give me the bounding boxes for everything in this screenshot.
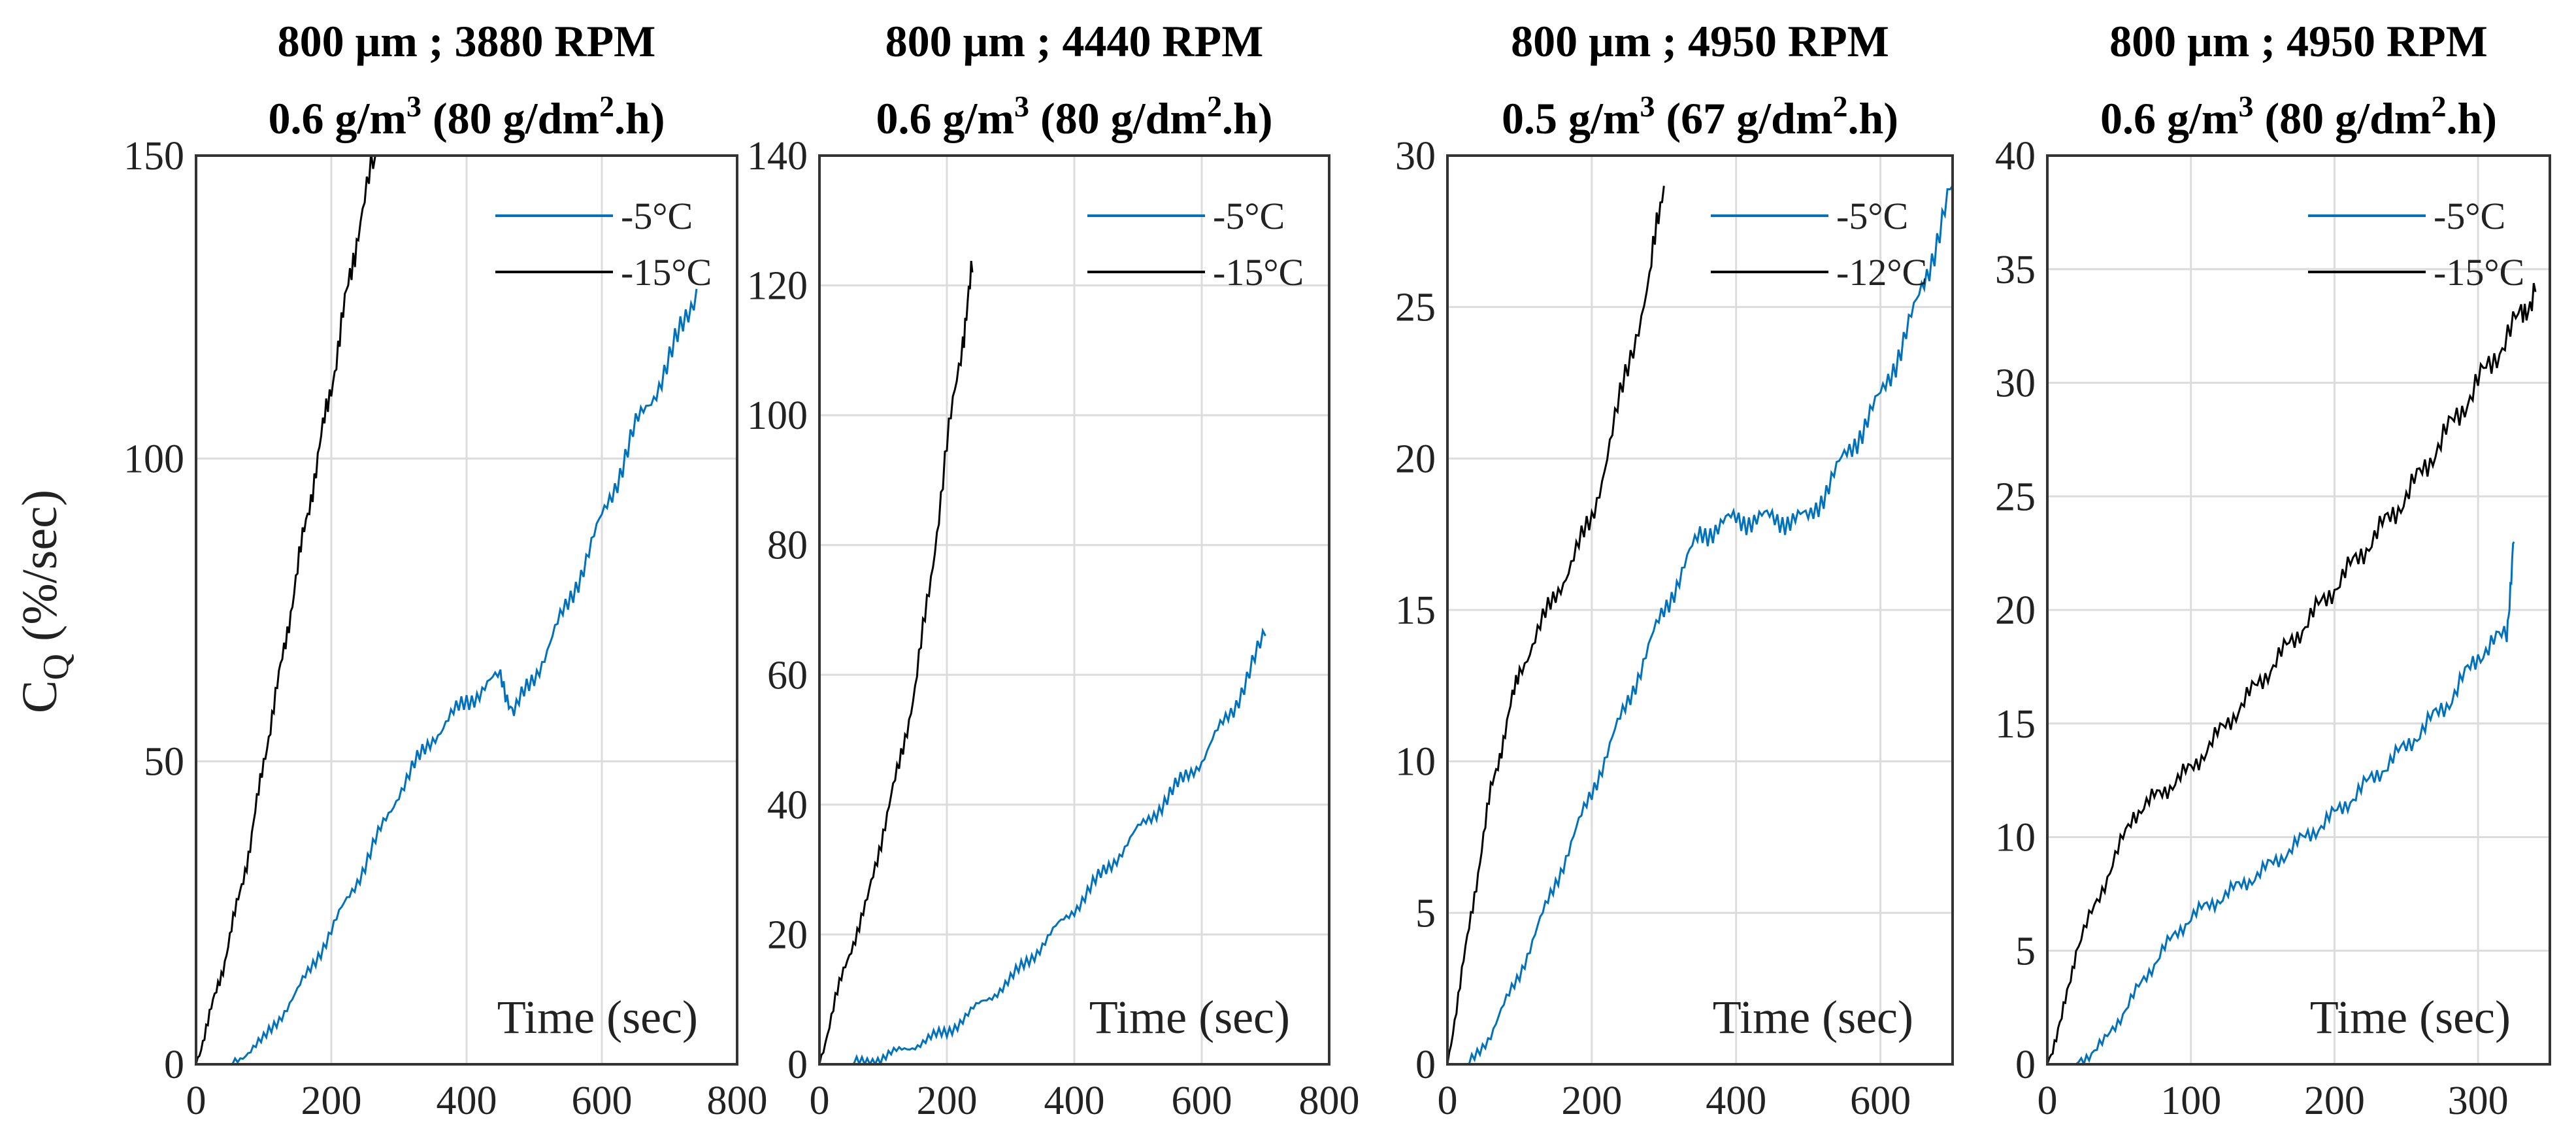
chart-panel-3: 0 5 10 15 20 25 30 0 200 400 600 Time (sec) 800 μm ;… xyxy=(1395,16,1954,1123)
y-tick-label: 40 xyxy=(1995,134,2036,178)
legend-entry: -5°C xyxy=(1213,195,1285,237)
chart-title-line2: 0.6 g/m3 (80 g/dm2.h) xyxy=(876,90,1272,143)
chart-title-line2: 0.5 g/m3 (67 g/dm2.h) xyxy=(1502,90,1898,143)
chart-title-line1: 800 μm ; 4950 RPM xyxy=(1511,16,1889,66)
x-tick-label: 800 xyxy=(1299,1079,1360,1123)
y-tick-label: 10 xyxy=(1995,816,2036,860)
x-tick-label: 300 xyxy=(2448,1079,2509,1123)
series-line-1 xyxy=(1468,185,1953,1064)
y-tick-label: 30 xyxy=(1995,362,2036,406)
y-tick-label: 0 xyxy=(787,1043,808,1087)
y-tick-label: 100 xyxy=(747,394,808,438)
series-line-1 xyxy=(196,288,698,1064)
series-line-2 xyxy=(196,156,376,1064)
y-tick-label: 120 xyxy=(747,264,808,309)
chart-title-line2: 0.6 g/m3 (80 g/dm2.h) xyxy=(2100,90,2497,143)
y-tick-label: 50 xyxy=(144,740,184,784)
x-tick-label: 600 xyxy=(1850,1079,1911,1123)
y-tick-label: 20 xyxy=(1395,437,1436,481)
series-line-2 xyxy=(2047,282,2537,1064)
series-line-1 xyxy=(2075,541,2515,1064)
x-axis-label: Time (sec) xyxy=(1713,991,1913,1043)
legend-entry: -5°C xyxy=(2434,195,2505,237)
chart-panel-4: 0 5 10 15 20 25 30 35 40 0 100 200 300 Time (sec) 800 … xyxy=(1995,16,2551,1123)
x-tick-label: 600 xyxy=(572,1079,633,1123)
y-tick-label: 25 xyxy=(1395,286,1436,330)
y-tick-label: 20 xyxy=(1995,588,2036,633)
y-tick-label: 0 xyxy=(2015,1043,2036,1087)
y-tick-label: 150 xyxy=(124,134,184,178)
chart-title-line1: 800 μm ; 4440 RPM xyxy=(885,16,1264,66)
y-tick-label: 25 xyxy=(1995,475,2036,519)
y-tick-label: 35 xyxy=(1995,248,2036,292)
legend-entry: -5°C xyxy=(1836,195,1908,237)
y-tick-label: 140 xyxy=(747,134,808,178)
x-tick-label: 200 xyxy=(1561,1079,1622,1123)
chart-title-line2: 0.6 g/m3 (80 g/dm2.h) xyxy=(268,90,665,143)
legend-entry: -12°C xyxy=(1836,251,1927,294)
x-axis-label: Time (sec) xyxy=(2310,991,2511,1043)
y-tick-label: 0 xyxy=(164,1043,184,1087)
y-tick-label: 5 xyxy=(1415,891,1436,935)
legend-entry: -5°C xyxy=(621,195,693,237)
plot-frame xyxy=(2046,154,2551,1066)
x-tick-label: 200 xyxy=(2304,1079,2365,1123)
y-tick-label: 60 xyxy=(767,653,808,698)
plot-frame xyxy=(195,154,738,1066)
x-tick-label: 800 xyxy=(707,1079,768,1123)
y-tick-label: 30 xyxy=(1395,134,1436,178)
legend-entry: -15°C xyxy=(1213,251,1304,294)
y-tick-label: 5 xyxy=(2015,929,2036,973)
x-tick-label: 600 xyxy=(1172,1079,1232,1123)
y-tick-label: 40 xyxy=(767,783,808,828)
plot-frame xyxy=(818,154,1330,1066)
y-tick-label: 0 xyxy=(1415,1043,1436,1087)
y-tick-label: 100 xyxy=(124,437,184,481)
legend-entry: -15°C xyxy=(621,251,712,294)
x-tick-label: 400 xyxy=(1706,1079,1766,1123)
y-axis-label-subscript: Q xyxy=(36,654,76,680)
x-tick-label: 0 xyxy=(2038,1079,2058,1123)
x-axis-label: Time (sec) xyxy=(1089,991,1290,1043)
legend-entry: -15°C xyxy=(2434,251,2524,294)
x-tick-label: 100 xyxy=(2160,1079,2221,1123)
series-line-1 xyxy=(851,627,1266,1064)
y-tick-label: 15 xyxy=(1995,702,2036,747)
x-tick-label: 400 xyxy=(1044,1079,1105,1123)
y-axis-label: CQ (%/sec) xyxy=(12,490,76,713)
x-tick-label: 200 xyxy=(917,1079,978,1123)
x-tick-label: 0 xyxy=(810,1079,830,1123)
x-tick-label: 400 xyxy=(437,1079,497,1123)
series-line-2 xyxy=(819,260,974,1064)
x-tick-label: 0 xyxy=(1438,1079,1458,1123)
y-axis-label-main: C xyxy=(12,680,67,713)
chart-title-line1: 800 μm ; 3880 RPM xyxy=(278,16,656,66)
y-tick-label: 20 xyxy=(767,913,808,957)
y-tick-label: 10 xyxy=(1395,740,1436,784)
y-tick-label: 80 xyxy=(767,524,808,568)
y-tick-label: 15 xyxy=(1395,588,1436,633)
x-tick-label: 200 xyxy=(301,1079,362,1123)
chart-title-line1: 800 μm ; 4950 RPM xyxy=(2109,16,2488,66)
x-axis-label: Time (sec) xyxy=(497,991,698,1043)
series-line-2 xyxy=(1447,186,1665,1064)
x-tick-label: 0 xyxy=(186,1079,206,1123)
plot-frame xyxy=(1446,154,1954,1066)
y-axis-label-unit: (%/sec) xyxy=(12,490,67,654)
